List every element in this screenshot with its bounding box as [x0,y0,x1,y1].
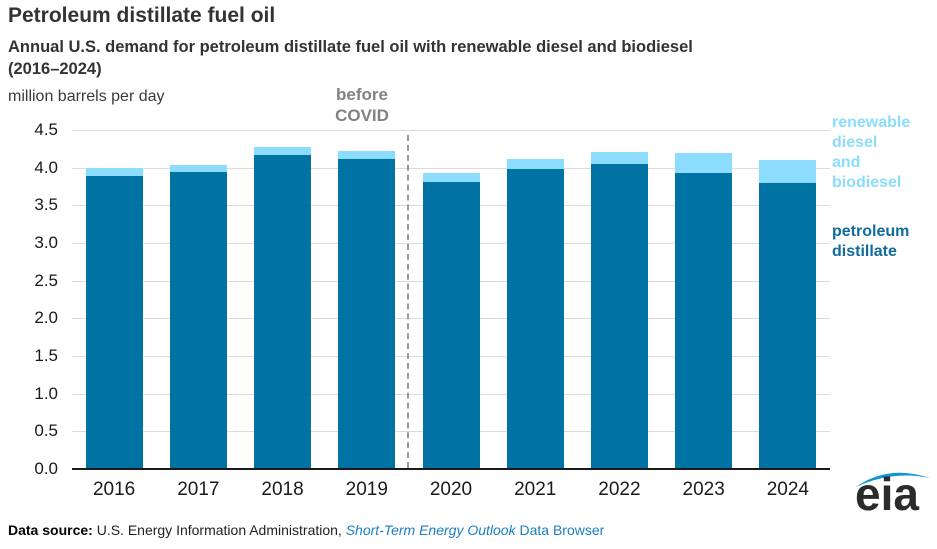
y-axis: 0.0 0.5 1.0 1.5 2.0 2.5 3.0 3.5 4.0 4.5 [0,121,58,478]
bar-group-2024 [759,160,817,468]
bar-segment-petroleum-distillate-2016 [85,176,143,468]
bar-group-2018 [254,147,312,468]
bar-group-2016 [85,168,143,468]
eia-logo-swoosh-icon [856,472,930,487]
bar-group-2022 [590,152,648,468]
x-tick-label-2023: 2023 [682,479,725,500]
x-tick-label-2022: 2022 [598,479,641,500]
bar-segment-renewable-diesel-and-biodiesel-2019 [338,151,396,159]
y-tick-label: 3.0 [34,233,58,252]
data-browser-link[interactable]: Data Browser [515,522,605,538]
y-tick-label: 4.5 [34,120,58,139]
steo-link[interactable]: Short-Term Energy Outlook [345,522,516,538]
legend-label-petroleum-distillate: petroleum distillate [832,223,910,260]
x-tick-label-2016: 2016 [92,479,136,500]
x-tick-label-2021: 2021 [514,479,557,500]
bar-segment-renewable-diesel-and-biodiesel-2016 [85,168,143,176]
bar-segment-petroleum-distillate-2022 [590,164,648,468]
x-tick-label-2018: 2018 [261,479,304,500]
y-tick-label: 2.0 [34,308,58,328]
bar-group-2021 [506,159,564,468]
covid-divider-line [406,135,409,468]
bar-segment-petroleum-distillate-2021 [506,169,564,468]
bar-segment-renewable-diesel-and-biodiesel-2022 [590,152,648,164]
data-source-org: U.S. Energy Information Administration, [92,522,346,538]
bar-segment-renewable-diesel-and-biodiesel-2018 [254,147,312,155]
chart-title: Petroleum distillate fuel oil [8,4,276,27]
plot-area [72,130,830,470]
y-axis-units-label: million barrels per day [8,88,165,105]
y-tick-label: 0.0 [34,459,58,478]
gridline [72,130,830,131]
bar-segment-petroleum-distillate-2018 [254,155,312,468]
x-axis-baseline [72,468,830,470]
x-tick-label-2024: 2024 [766,479,810,500]
before-covid-annotation: before COVID [335,85,389,125]
bar-segment-renewable-diesel-and-biodiesel-2023 [675,153,733,173]
bar-group-2019 [338,151,396,468]
bar-segment-petroleum-distillate-2023 [675,173,733,468]
y-tick-label: 2.5 [34,270,58,290]
gridline [72,167,830,169]
bar-group-2023 [675,153,733,468]
x-axis: 2016 2017 2018 2019 2020 2021 2022 2023 2024 [72,479,830,503]
bar-segment-renewable-diesel-and-biodiesel-2020 [422,173,480,182]
bar-segment-petroleum-distillate-2019 [338,159,396,468]
y-tick-label: 3.5 [34,195,58,215]
eia-logo: eia [855,468,930,514]
x-tick-label-2020: 2020 [429,479,473,500]
bar-segment-renewable-diesel-and-biodiesel-2021 [506,159,564,169]
legend-label-renewable-diesel-and-biodiesel: renewable diesel and biodiesel [832,114,911,191]
y-tick-label: 4.0 [34,157,58,177]
bar-segment-petroleum-distillate-2020 [422,182,480,468]
y-tick-label: 1.0 [34,383,58,403]
x-tick-label-2019: 2019 [345,479,388,500]
bar-group-2020 [422,173,480,468]
bar-segment-renewable-diesel-and-biodiesel-2017 [169,165,227,172]
data-source-prefix: Data source: [8,522,93,538]
eia-logo-text: eia [855,468,919,514]
y-tick-label: 1.5 [34,346,58,365]
bar-segment-renewable-diesel-and-biodiesel-2024 [759,160,817,183]
x-tick-label-2017: 2017 [177,479,220,500]
bar-segment-petroleum-distillate-2017 [169,172,227,468]
bar-segment-petroleum-distillate-2024 [759,183,817,468]
bar-group-2017 [169,165,227,468]
chart-subtitle: Annual U.S. demand for petroleum distill… [8,38,693,78]
y-tick-label: 0.5 [34,421,58,441]
data-source-note: Data source: U.S. Energy Information Adm… [8,521,604,539]
